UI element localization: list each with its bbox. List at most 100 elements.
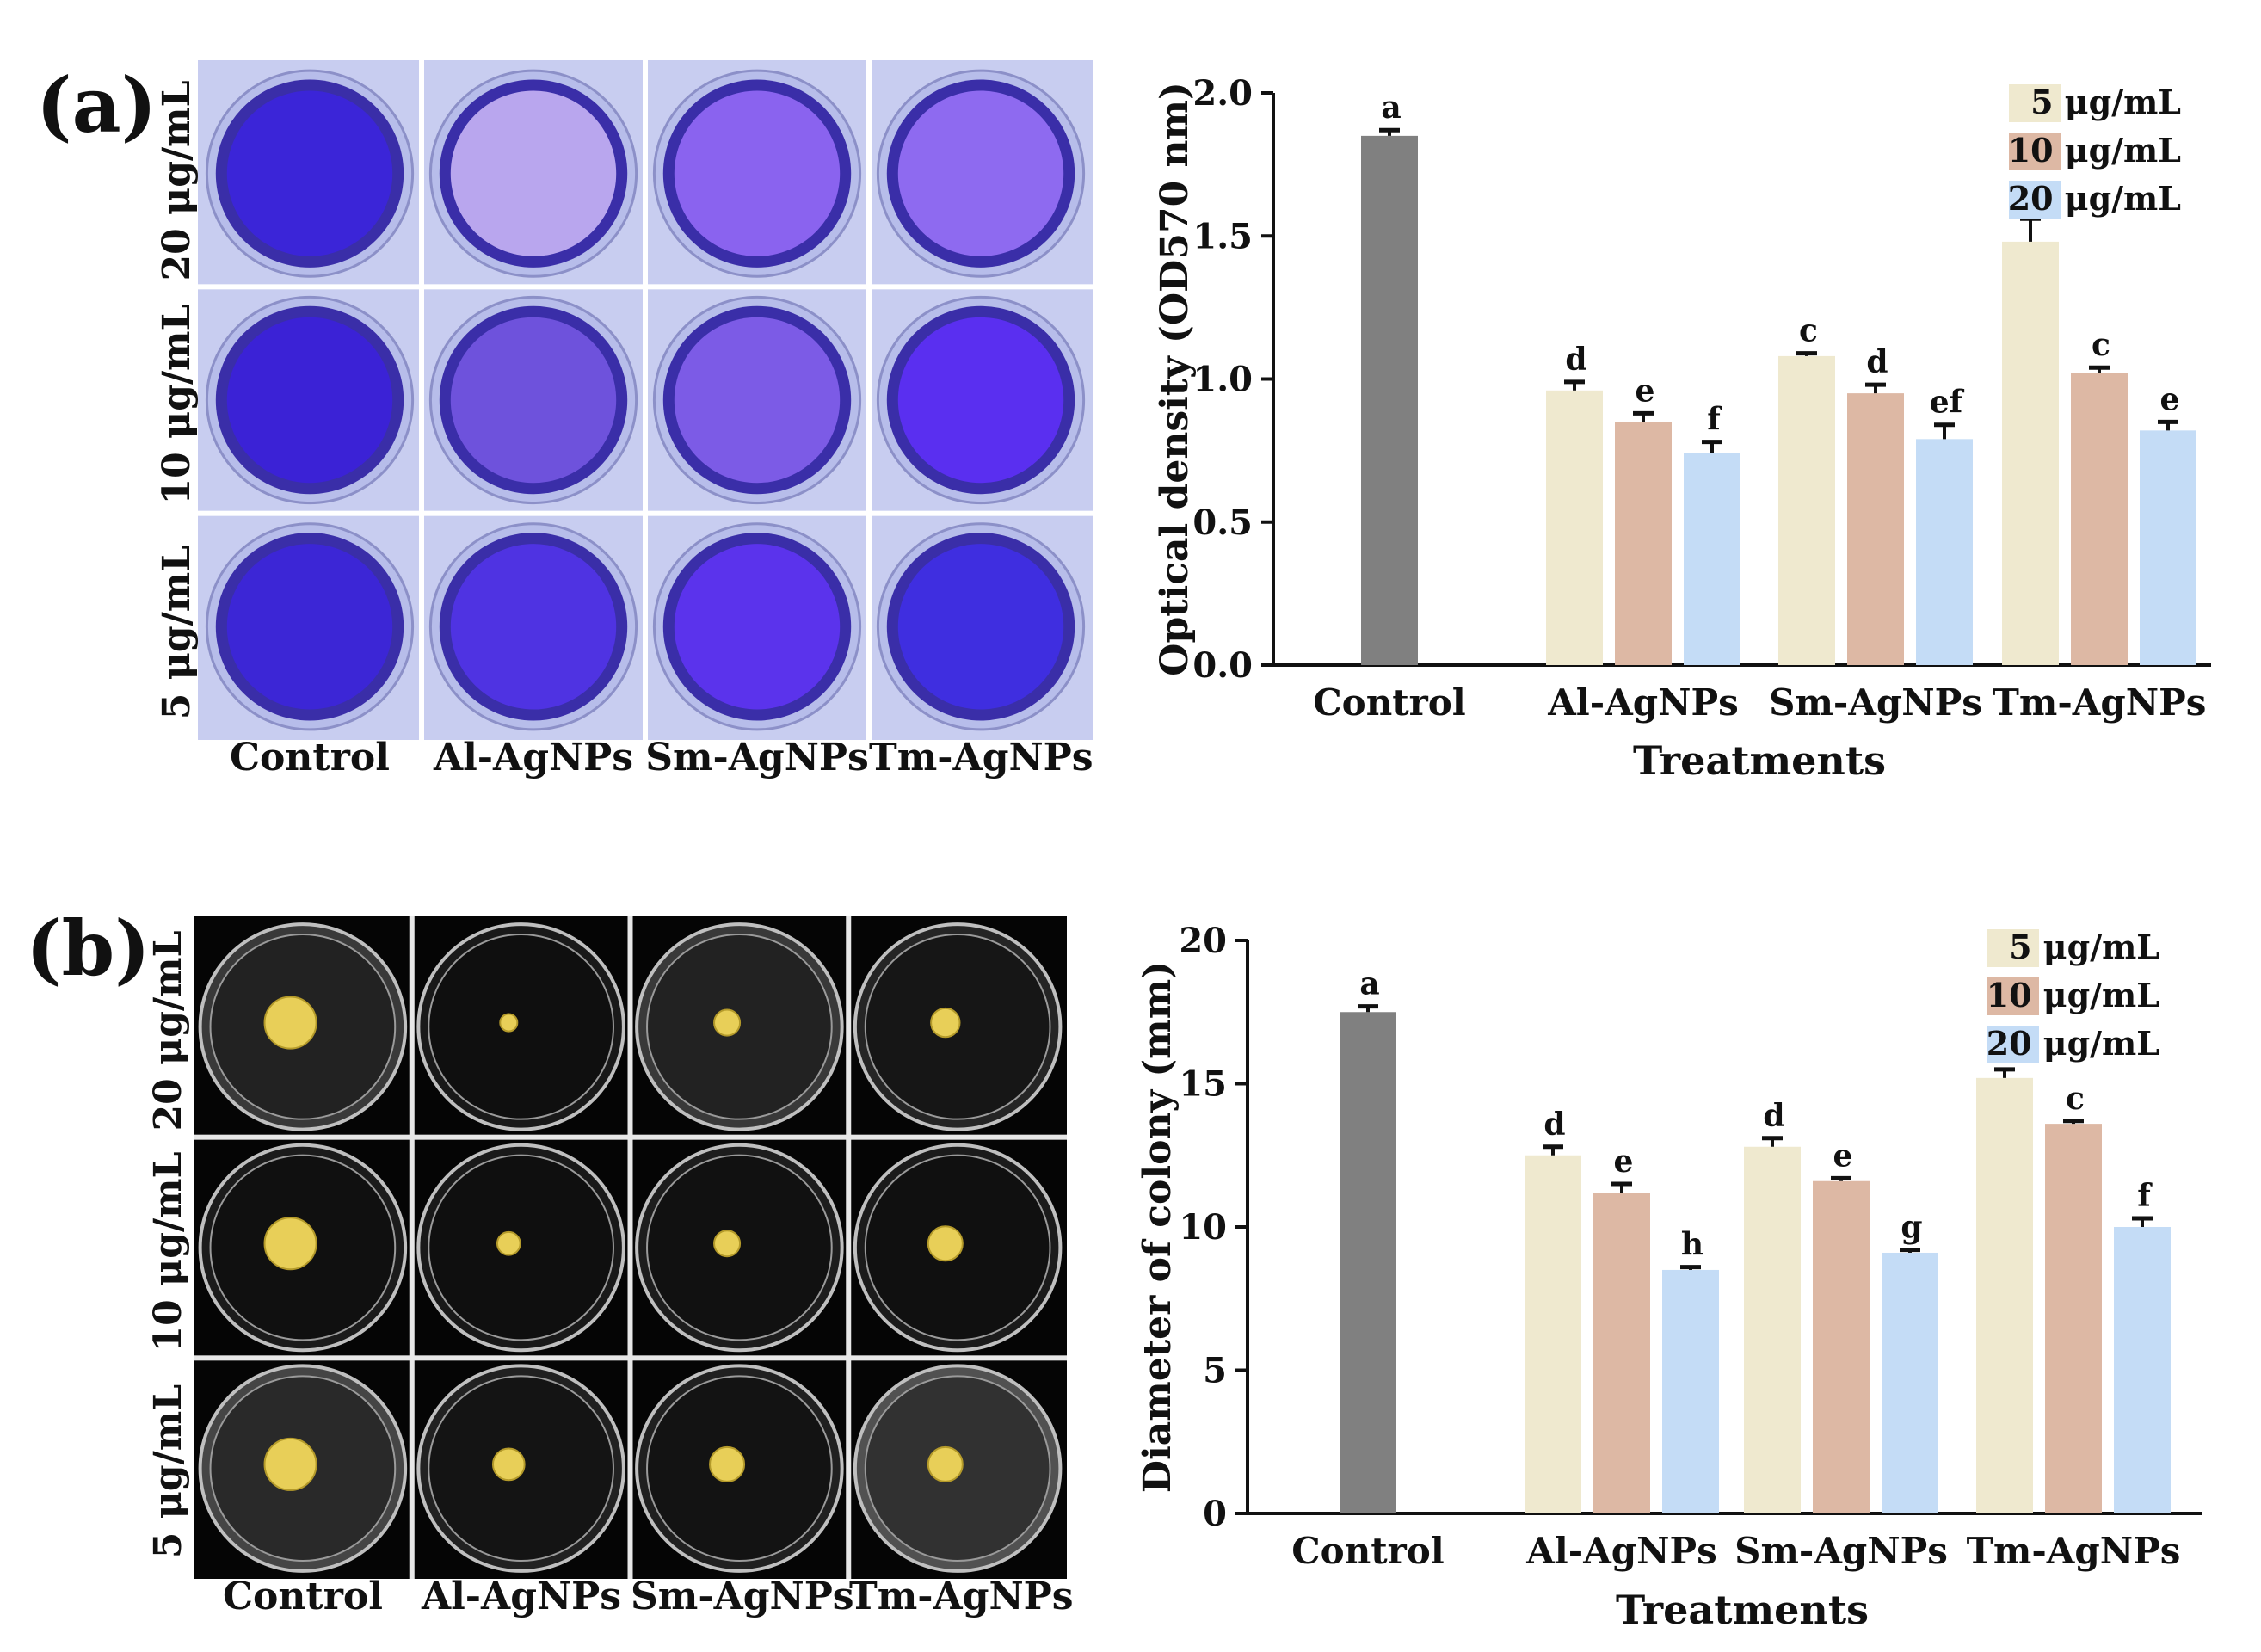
colony xyxy=(927,1446,964,1482)
legend-swatch xyxy=(1987,977,2039,1015)
legend-label: 10 μg/mL xyxy=(2008,131,2181,170)
well-1-3 xyxy=(652,69,862,278)
plate-2-3 xyxy=(635,1143,844,1353)
x-tick-label: Al-AgNPs xyxy=(1525,1530,1717,1572)
x-tick-label: Tm-AgNPs xyxy=(1967,1530,2181,1572)
crystal-violet-well-photo xyxy=(198,60,1093,740)
col-label-sm: Sm-AgNPs xyxy=(631,1575,854,1618)
well-1-1 xyxy=(205,69,415,278)
bar-2-1 xyxy=(1744,1146,1801,1513)
colony xyxy=(263,1217,317,1271)
colony xyxy=(713,1230,742,1258)
significance-letter: c xyxy=(1799,313,1818,349)
legend-swatch xyxy=(1987,1026,2039,1063)
well-2-4 xyxy=(876,295,1086,505)
plate-1-4 xyxy=(853,922,1063,1131)
row-label-5: 5 μg/mL xyxy=(155,545,199,720)
plate-2-1 xyxy=(198,1143,408,1353)
bar-1-1 xyxy=(1546,390,1603,665)
colony xyxy=(496,1230,521,1256)
bar-2-2 xyxy=(1847,393,1904,665)
col-label-al: Al-AgNPs xyxy=(421,1575,622,1618)
colony xyxy=(499,1013,519,1032)
bar-1-2 xyxy=(1615,422,1672,665)
significance-letter: ef xyxy=(1930,385,1965,421)
col-label-al: Al-AgNPs xyxy=(433,736,634,780)
row-label-10: 10 μg/mL xyxy=(146,1151,190,1353)
bar-1-3 xyxy=(1684,453,1740,665)
col-label-control: Control xyxy=(230,736,390,780)
significance-letter: a xyxy=(1381,89,1401,126)
bar-2-1 xyxy=(1778,355,1835,665)
photo-divider xyxy=(198,510,1093,516)
significance-letter: d xyxy=(1866,344,1888,380)
colony xyxy=(927,1225,964,1262)
bar-1-2 xyxy=(1593,1193,1650,1513)
bar-3-1 xyxy=(1976,1077,2033,1513)
legend-swatch xyxy=(1987,929,2039,967)
colony xyxy=(709,1446,746,1482)
row-label-10: 10 μg/mL xyxy=(155,304,199,505)
y-tick-label: 0.0 xyxy=(1192,645,1253,686)
significance-letter: e xyxy=(1636,373,1655,409)
photo-divider xyxy=(409,916,415,1579)
well-1-4 xyxy=(876,69,1086,278)
plate-1-1 xyxy=(198,922,408,1131)
plate-3-3 xyxy=(635,1364,844,1573)
significance-letter: e xyxy=(1833,1137,1853,1174)
significance-letter: g xyxy=(1901,1210,1922,1246)
well-3-1 xyxy=(205,522,415,731)
bar-3-2 xyxy=(2045,1124,2102,1513)
photo-divider xyxy=(643,60,648,740)
well-2-3 xyxy=(652,295,862,505)
y-axis-label: Optical density (OD570 nm) xyxy=(1153,82,1197,676)
panel-b-label: (b) xyxy=(26,903,151,993)
plate-1-2 xyxy=(416,922,625,1131)
legend-label: 10 μg/mL xyxy=(1987,976,2159,1014)
legend-label: 20 μg/mL xyxy=(1987,1024,2159,1063)
y-tick-label: 2.0 xyxy=(1192,73,1253,114)
colony xyxy=(263,996,317,1050)
bar-control xyxy=(1340,1012,1396,1513)
photo-divider xyxy=(194,1134,1067,1140)
significance-letter: c xyxy=(2066,1081,2085,1117)
photo-divider xyxy=(198,284,1093,290)
bar-1-1 xyxy=(1525,1155,1581,1513)
row-label-20: 20 μg/mL xyxy=(155,80,199,281)
significance-letter: e xyxy=(2160,381,2180,417)
y-tick-label: 15 xyxy=(1179,1064,1227,1105)
significance-letter: f xyxy=(1707,402,1722,438)
bar-3-3 xyxy=(2140,430,2196,665)
significance-letter: h xyxy=(1681,1227,1703,1263)
legend-swatch xyxy=(2009,84,2061,122)
plate-3-1 xyxy=(198,1364,408,1573)
photo-divider xyxy=(419,60,424,740)
legend-label: 5 μg/mL xyxy=(2030,83,2181,121)
colony xyxy=(930,1007,961,1039)
photo-divider xyxy=(846,916,852,1579)
x-tick-label: Tm-AgNPs xyxy=(1993,681,2207,724)
colony xyxy=(491,1447,526,1482)
row-label-20: 20 μg/mL xyxy=(146,930,190,1131)
plate-2-4 xyxy=(853,1143,1063,1353)
significance-letter: d xyxy=(1763,1098,1784,1134)
colony xyxy=(263,1437,317,1491)
significance-letter: d xyxy=(1543,1106,1565,1143)
y-tick-label: 1.5 xyxy=(1192,216,1253,256)
x-tick-label: Al-AgNPs xyxy=(1547,681,1739,724)
bar-2-3 xyxy=(1882,1252,1938,1513)
y-tick-label: 1.0 xyxy=(1192,360,1253,400)
photo-divider xyxy=(866,60,872,740)
y-axis-label: Diameter of colony (mm) xyxy=(1136,961,1180,1493)
bar-control xyxy=(1361,135,1418,665)
y-tick-label: 5 xyxy=(1203,1351,1227,1391)
legend-label: 5 μg/mL xyxy=(2009,928,2159,966)
significance-letter: a xyxy=(1359,966,1379,1002)
x-axis-label: Treatments xyxy=(1633,737,1886,784)
significance-letter: d xyxy=(1565,342,1586,378)
significance-letter: f xyxy=(2137,1178,2153,1214)
y-tick-label: 0 xyxy=(1203,1494,1227,1534)
agar-plate-photo xyxy=(194,916,1067,1579)
